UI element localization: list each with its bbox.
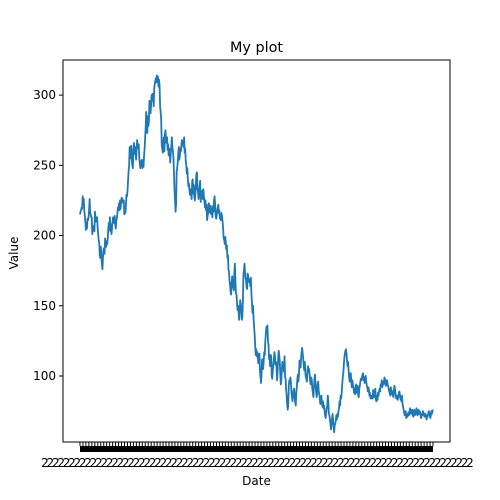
y-tick-label: 150 [33, 299, 56, 313]
x-axis-label: Date [242, 474, 271, 488]
x-axis: 2222222222222222222222222222222222222222… [41, 442, 474, 470]
y-tick-label: 200 [33, 229, 56, 243]
x-tick-label: 2 [466, 456, 474, 470]
x-tick-marks-band [80, 446, 433, 452]
y-axis-label: Value [7, 237, 21, 270]
y-tick-label: 300 [33, 88, 56, 102]
y-tick-label: 100 [33, 369, 56, 383]
y-tick-label: 250 [33, 158, 56, 172]
chart-title: My plot [230, 40, 283, 56]
